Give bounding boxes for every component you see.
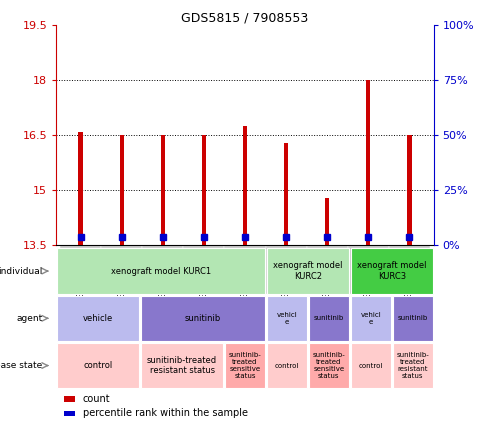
Bar [267, 343, 307, 388]
Bar [407, 135, 412, 245]
Text: sunitinib-
treated
sensitive
status: sunitinib- treated sensitive status [229, 352, 261, 379]
Title: GDS5815 / 7908553: GDS5815 / 7908553 [181, 11, 309, 24]
Bar [243, 126, 247, 245]
Bar [60, 245, 101, 294]
Bar [392, 343, 433, 388]
Bar [392, 296, 433, 341]
Text: control: control [275, 363, 299, 368]
Text: control: control [359, 363, 383, 368]
Text: vehicl
e: vehicl e [276, 312, 297, 325]
Bar [225, 343, 265, 388]
Text: sunitinib: sunitinib [185, 314, 221, 323]
Text: control: control [84, 361, 113, 370]
Text: count: count [83, 394, 110, 404]
Bar [57, 343, 139, 388]
Bar [78, 132, 83, 245]
Text: xenograft model
KURC2: xenograft model KURC2 [273, 261, 343, 281]
Text: vehicl
e: vehicl e [360, 312, 381, 325]
Text: xenograft model
KURC3: xenograft model KURC3 [357, 261, 426, 281]
Bar [307, 245, 347, 294]
Bar [161, 135, 166, 245]
Bar [120, 135, 124, 245]
Bar [201, 135, 206, 245]
Bar [57, 248, 265, 294]
Text: sunitinib-
treated
sensitive
status: sunitinib- treated sensitive status [313, 352, 345, 379]
Bar [284, 143, 289, 245]
Bar [267, 248, 349, 294]
Bar [183, 245, 224, 294]
Bar [351, 296, 391, 341]
Bar [266, 245, 307, 294]
Bar [64, 396, 75, 402]
Bar [64, 410, 75, 416]
Bar [101, 245, 143, 294]
Text: individual: individual [0, 266, 42, 275]
Text: sunitinib: sunitinib [314, 315, 344, 321]
Bar [309, 296, 349, 341]
Text: sunitinib: sunitinib [397, 315, 428, 321]
Bar [143, 245, 183, 294]
Bar [389, 245, 430, 294]
Text: xenograft model KURC1: xenograft model KURC1 [111, 266, 211, 275]
Text: agent: agent [16, 314, 42, 323]
Text: sunitinib-treated
resistant status: sunitinib-treated resistant status [147, 356, 217, 375]
Bar [324, 198, 329, 245]
Text: sunitinib-
treated
resistant
status: sunitinib- treated resistant status [396, 352, 429, 379]
Bar [141, 296, 265, 341]
Bar [351, 248, 433, 294]
Bar [347, 245, 389, 294]
Bar [224, 245, 266, 294]
Bar [267, 296, 307, 341]
Bar [141, 343, 223, 388]
Text: percentile rank within the sample: percentile rank within the sample [83, 409, 248, 418]
Text: disease state: disease state [0, 361, 42, 370]
Bar [309, 343, 349, 388]
Bar [57, 296, 139, 341]
Text: vehicle: vehicle [83, 314, 113, 323]
Bar [366, 80, 370, 245]
Bar [351, 343, 391, 388]
